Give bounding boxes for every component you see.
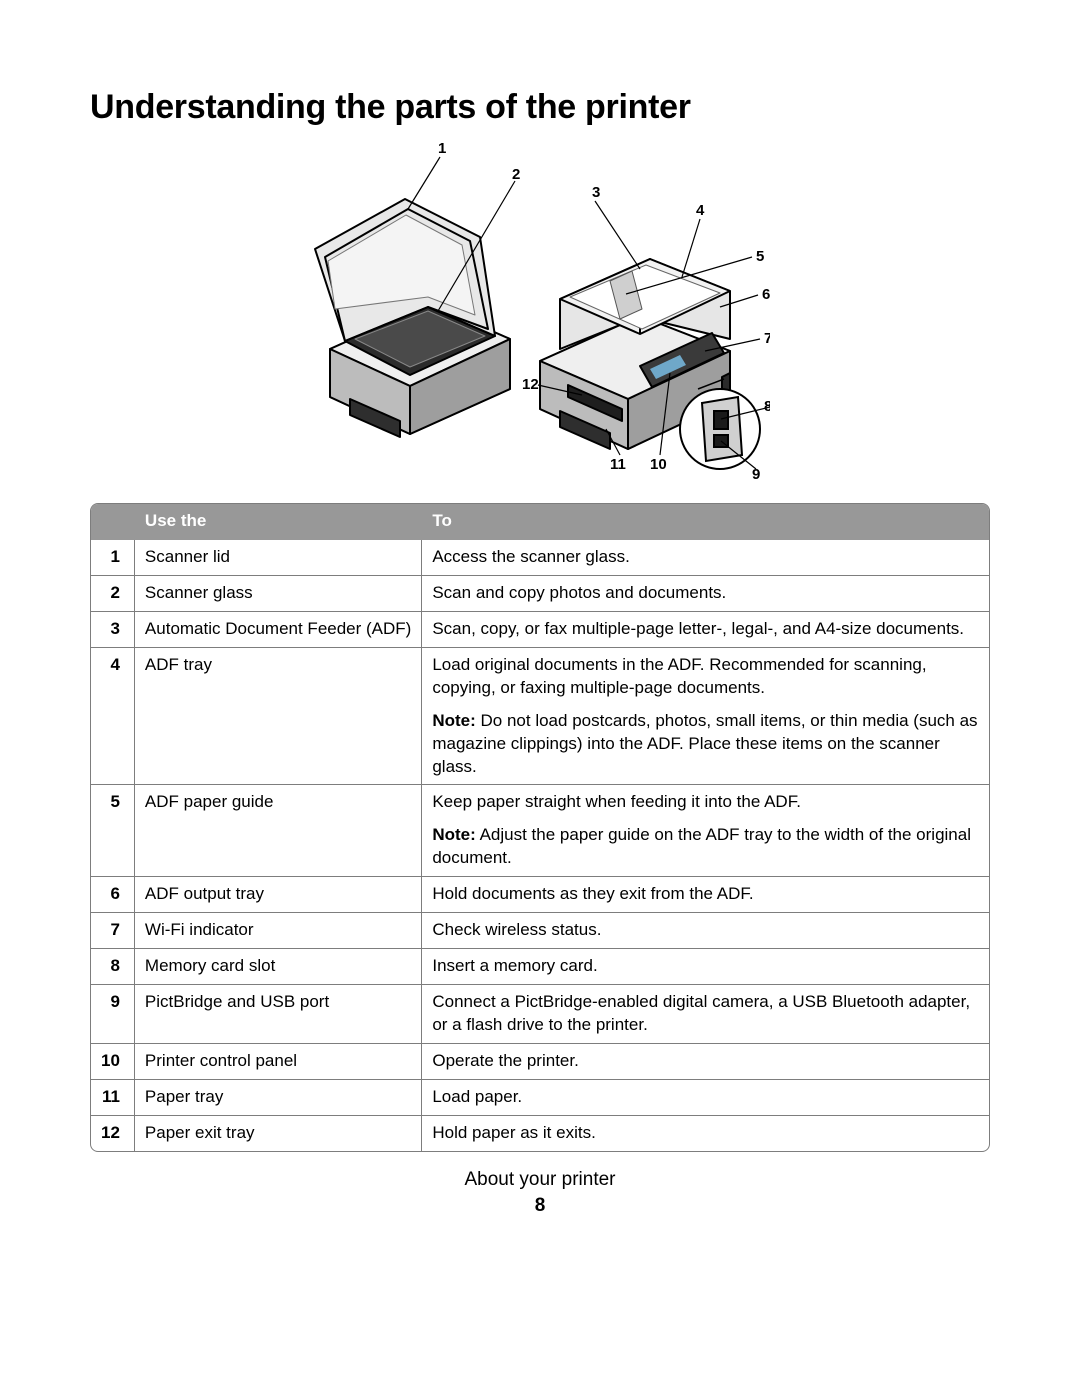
svg-text:12: 12 (522, 376, 539, 393)
parts-table-body: 1Scanner lidAccess the scanner glass.2Sc… (91, 539, 989, 1150)
row-number: 11 (91, 1079, 134, 1115)
row-number: 6 (91, 877, 134, 913)
row-use: ADF tray (134, 647, 421, 785)
svg-text:5: 5 (756, 248, 764, 265)
printer-open-icon (315, 199, 510, 437)
row-use: ADF output tray (134, 877, 421, 913)
row-to: Load paper. (422, 1079, 989, 1115)
row-number: 10 (91, 1043, 134, 1079)
row-use: Scanner glass (134, 575, 421, 611)
footer-section-title: About your printer (0, 1169, 1080, 1191)
printer-diagram: 1 2 3 4 5 6 7 8 9 10 11 12 (90, 139, 990, 479)
svg-text:2: 2 (512, 166, 520, 183)
row-use: Automatic Document Feeder (ADF) (134, 611, 421, 647)
svg-text:7: 7 (764, 330, 770, 347)
table-row: 1Scanner lidAccess the scanner glass. (91, 539, 989, 575)
row-use: Wi-Fi indicator (134, 913, 421, 949)
table-row: 3Automatic Document Feeder (ADF)Scan, co… (91, 611, 989, 647)
table-row: 5ADF paper guideKeep paper straight when… (91, 785, 989, 877)
row-to: Access the scanner glass. (422, 539, 989, 575)
row-to: Keep paper straight when feeding it into… (422, 785, 989, 877)
row-use: PictBridge and USB port (134, 985, 421, 1044)
table-row: 11Paper trayLoad paper. (91, 1079, 989, 1115)
row-use: ADF paper guide (134, 785, 421, 877)
table-row: 8Memory card slotInsert a memory card. (91, 949, 989, 985)
svg-text:10: 10 (650, 456, 667, 473)
svg-text:3: 3 (592, 184, 600, 201)
row-to: Scan and copy photos and documents. (422, 575, 989, 611)
row-number: 1 (91, 539, 134, 575)
parts-table: Use the To 1Scanner lidAccess the scanne… (91, 504, 989, 1151)
svg-text:1: 1 (438, 140, 446, 157)
row-use: Scanner lid (134, 539, 421, 575)
table-row: 2Scanner glassScan and copy photos and d… (91, 575, 989, 611)
row-use: Paper tray (134, 1079, 421, 1115)
svg-text:11: 11 (610, 456, 626, 473)
svg-text:9: 9 (752, 466, 760, 479)
row-use: Memory card slot (134, 949, 421, 985)
page-heading: Understanding the parts of the printer (90, 88, 990, 127)
table-row: 12Paper exit trayHold paper as it exits. (91, 1115, 989, 1150)
col-header-to: To (422, 504, 989, 539)
row-to: Check wireless status. (422, 913, 989, 949)
row-number: 3 (91, 611, 134, 647)
col-header-blank (91, 504, 134, 539)
footer-page-number: 8 (0, 1195, 1080, 1217)
row-use: Printer control panel (134, 1043, 421, 1079)
table-row: 7Wi-Fi indicatorCheck wireless status. (91, 913, 989, 949)
svg-text:4: 4 (696, 202, 705, 219)
row-to: Insert a memory card. (422, 949, 989, 985)
table-row: 9PictBridge and USB portConnect a PictBr… (91, 985, 989, 1044)
row-number: 5 (91, 785, 134, 877)
row-to: Load original documents in the ADF. Reco… (422, 647, 989, 785)
table-row: 10Printer control panelOperate the print… (91, 1043, 989, 1079)
row-to: Hold documents as they exit from the ADF… (422, 877, 989, 913)
row-to: Scan, copy, or fax multiple-page letter-… (422, 611, 989, 647)
row-to: Connect a PictBridge-enabled digital cam… (422, 985, 989, 1044)
svg-text:6: 6 (762, 286, 770, 303)
row-to: Hold paper as it exits. (422, 1115, 989, 1150)
table-row: 4ADF trayLoad original documents in the … (91, 647, 989, 785)
row-number: 7 (91, 913, 134, 949)
parts-table-container: Use the To 1Scanner lidAccess the scanne… (90, 503, 990, 1152)
row-to: Operate the printer. (422, 1043, 989, 1079)
page-footer: About your printer 8 (0, 1169, 1080, 1217)
row-number: 4 (91, 647, 134, 785)
svg-text:8: 8 (764, 398, 770, 415)
row-number: 9 (91, 985, 134, 1044)
row-use: Paper exit tray (134, 1115, 421, 1150)
row-number: 8 (91, 949, 134, 985)
row-number: 2 (91, 575, 134, 611)
row-number: 12 (91, 1115, 134, 1150)
col-header-use: Use the (134, 504, 421, 539)
table-row: 6ADF output trayHold documents as they e… (91, 877, 989, 913)
